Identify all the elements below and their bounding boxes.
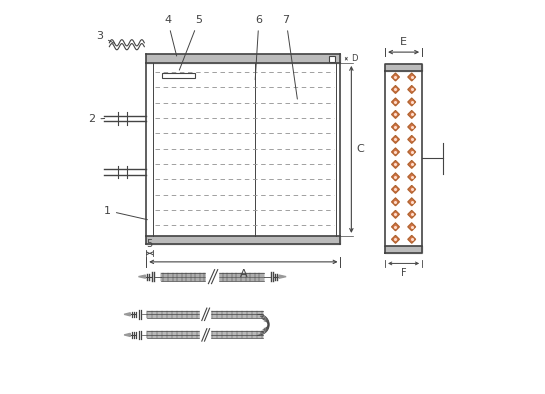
Polygon shape (408, 136, 416, 143)
Text: 4: 4 (164, 15, 177, 56)
Polygon shape (392, 236, 399, 243)
Polygon shape (392, 98, 399, 106)
Polygon shape (408, 160, 416, 168)
Text: 6: 6 (255, 15, 262, 80)
Polygon shape (279, 275, 286, 278)
Polygon shape (392, 223, 399, 231)
Polygon shape (392, 111, 399, 118)
Polygon shape (392, 136, 399, 143)
Text: 2: 2 (88, 114, 105, 125)
Text: 7: 7 (282, 15, 298, 99)
Polygon shape (408, 236, 416, 243)
Polygon shape (124, 313, 130, 316)
Text: C: C (356, 145, 364, 154)
Polygon shape (408, 186, 416, 193)
Polygon shape (200, 308, 210, 321)
Polygon shape (200, 329, 210, 341)
Polygon shape (408, 111, 416, 118)
Polygon shape (408, 73, 416, 81)
Text: 5: 5 (147, 239, 153, 249)
Text: F: F (401, 268, 407, 278)
Polygon shape (392, 186, 399, 193)
Polygon shape (408, 148, 416, 156)
Polygon shape (408, 98, 416, 106)
Polygon shape (408, 85, 416, 93)
Polygon shape (408, 173, 416, 181)
Polygon shape (138, 275, 146, 278)
Bar (162, 73, 195, 78)
Text: A: A (240, 269, 247, 279)
Text: 1: 1 (104, 206, 148, 220)
Bar (329, 56, 335, 62)
Polygon shape (392, 73, 399, 81)
Polygon shape (392, 173, 399, 181)
Polygon shape (408, 123, 416, 131)
Polygon shape (207, 269, 218, 284)
Polygon shape (392, 160, 399, 168)
Polygon shape (392, 85, 399, 93)
Text: 3: 3 (96, 31, 114, 43)
Polygon shape (392, 210, 399, 218)
Text: 5: 5 (179, 15, 202, 70)
Polygon shape (408, 210, 416, 218)
Polygon shape (408, 223, 416, 231)
Polygon shape (392, 123, 399, 131)
Polygon shape (124, 333, 130, 336)
Text: D: D (351, 54, 358, 63)
Polygon shape (392, 148, 399, 156)
Text: E: E (400, 37, 407, 47)
Polygon shape (392, 198, 399, 206)
Polygon shape (408, 198, 416, 206)
